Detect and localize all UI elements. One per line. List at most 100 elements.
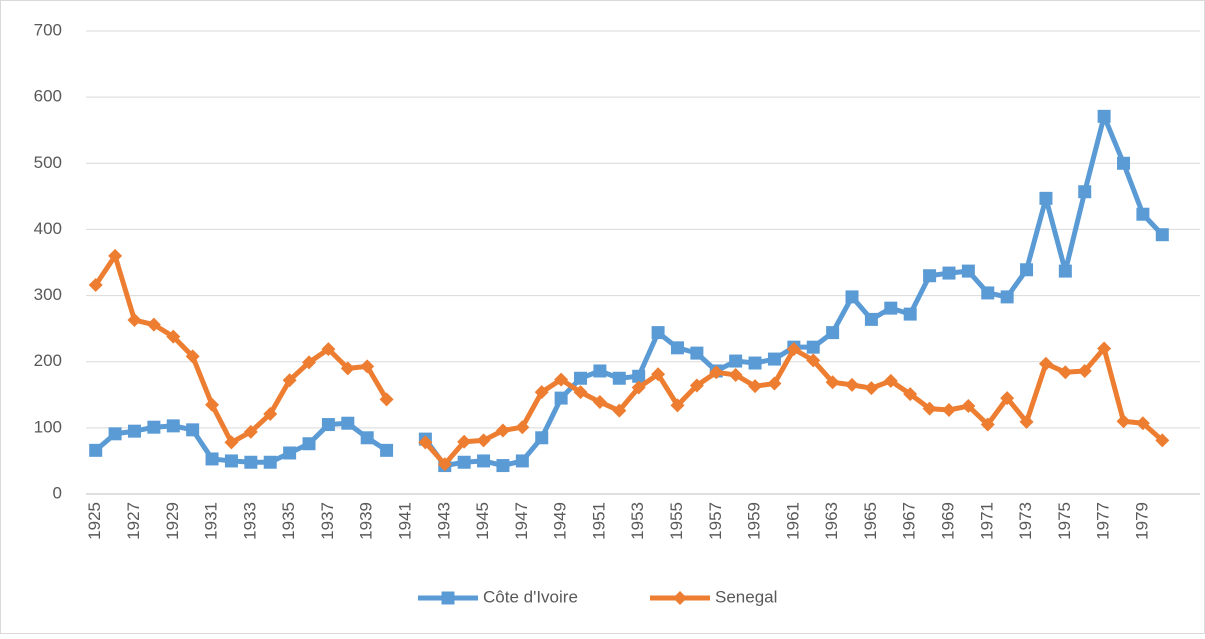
marker <box>1019 414 1034 429</box>
legend-label: Senegal <box>715 587 777 606</box>
marker <box>1136 207 1150 221</box>
x-tick-label: 1971 <box>977 502 996 540</box>
marker <box>825 375 840 390</box>
y-tick-label: 400 <box>34 219 62 238</box>
legend-item: Senegal <box>650 587 777 606</box>
marker <box>883 373 898 388</box>
x-tick-label: 1969 <box>938 502 957 540</box>
marker <box>573 385 588 400</box>
marker <box>709 365 724 380</box>
marker <box>651 326 665 340</box>
marker <box>923 269 937 283</box>
marker <box>1135 416 1150 431</box>
marker <box>554 391 568 405</box>
marker <box>670 398 685 413</box>
marker <box>127 313 142 328</box>
marker <box>1038 356 1053 371</box>
marker <box>941 402 956 417</box>
marker <box>981 286 995 300</box>
x-tick-label: 1975 <box>1055 502 1074 540</box>
marker <box>612 371 626 385</box>
marker <box>224 435 239 450</box>
marker <box>341 416 355 430</box>
x-tick-label: 1935 <box>279 502 298 540</box>
marker <box>786 342 801 357</box>
x-tick-label: 1963 <box>822 502 841 540</box>
marker <box>1058 264 1072 278</box>
marker <box>282 373 297 388</box>
x-tick-label: 1977 <box>1094 502 1113 540</box>
marker <box>186 423 200 437</box>
marker <box>592 395 607 410</box>
marker <box>166 419 180 433</box>
marker <box>379 392 394 407</box>
marker <box>845 377 860 392</box>
y-tick-label: 300 <box>34 285 62 304</box>
x-tick-label: 1951 <box>589 502 608 540</box>
marker <box>146 317 161 332</box>
marker <box>767 376 782 391</box>
marker <box>360 431 374 445</box>
marker <box>457 455 471 469</box>
marker <box>554 372 569 387</box>
x-tick-label: 1937 <box>318 502 337 540</box>
marker <box>1097 109 1111 123</box>
x-tick-label: 1957 <box>706 502 725 540</box>
marker <box>340 361 355 376</box>
x-tick-label: 1979 <box>1132 502 1151 540</box>
x-tick-label: 1949 <box>551 502 570 540</box>
x-tick-label: 1973 <box>1016 502 1035 540</box>
marker <box>1077 363 1092 378</box>
marker <box>826 326 840 340</box>
x-tick-label: 1945 <box>473 502 492 540</box>
marker <box>903 387 918 402</box>
marker <box>263 455 277 469</box>
marker <box>535 431 549 445</box>
marker <box>534 385 549 400</box>
marker <box>1020 263 1034 277</box>
marker <box>612 403 627 418</box>
marker <box>673 591 687 605</box>
marker <box>205 452 219 466</box>
marker <box>1039 191 1053 205</box>
x-tick-label: 1939 <box>357 502 376 540</box>
marker <box>748 356 762 370</box>
legend-item: Côte d'Ivoire <box>418 587 578 606</box>
marker <box>1078 185 1092 199</box>
marker <box>903 307 917 321</box>
legend-label: Côte d'Ivoire <box>483 587 578 606</box>
marker <box>321 342 336 357</box>
marker <box>108 427 122 441</box>
marker <box>942 266 956 280</box>
marker <box>302 437 316 451</box>
marker <box>845 290 859 304</box>
marker <box>670 341 684 355</box>
marker <box>437 457 452 472</box>
marker <box>1000 290 1014 304</box>
marker <box>147 420 161 434</box>
marker <box>632 369 646 383</box>
marker <box>864 312 878 326</box>
marker <box>244 455 258 469</box>
marker <box>1058 365 1073 380</box>
marker <box>631 380 646 395</box>
marker <box>283 446 297 460</box>
marker <box>806 340 820 354</box>
marker <box>515 454 529 468</box>
marker <box>495 423 510 438</box>
x-tick-label: 1947 <box>512 502 531 540</box>
y-tick-label: 200 <box>34 351 62 370</box>
x-tick-label: 1955 <box>667 502 686 540</box>
marker <box>651 367 666 382</box>
x-tick-label: 1943 <box>434 502 453 540</box>
y-tick-label: 100 <box>34 417 62 436</box>
x-tick-label: 1941 <box>395 502 414 540</box>
marker <box>205 397 220 412</box>
marker <box>243 424 258 439</box>
y-tick-label: 500 <box>34 153 62 172</box>
y-tick-label: 600 <box>34 87 62 106</box>
marker <box>689 378 704 393</box>
marker <box>302 355 317 370</box>
